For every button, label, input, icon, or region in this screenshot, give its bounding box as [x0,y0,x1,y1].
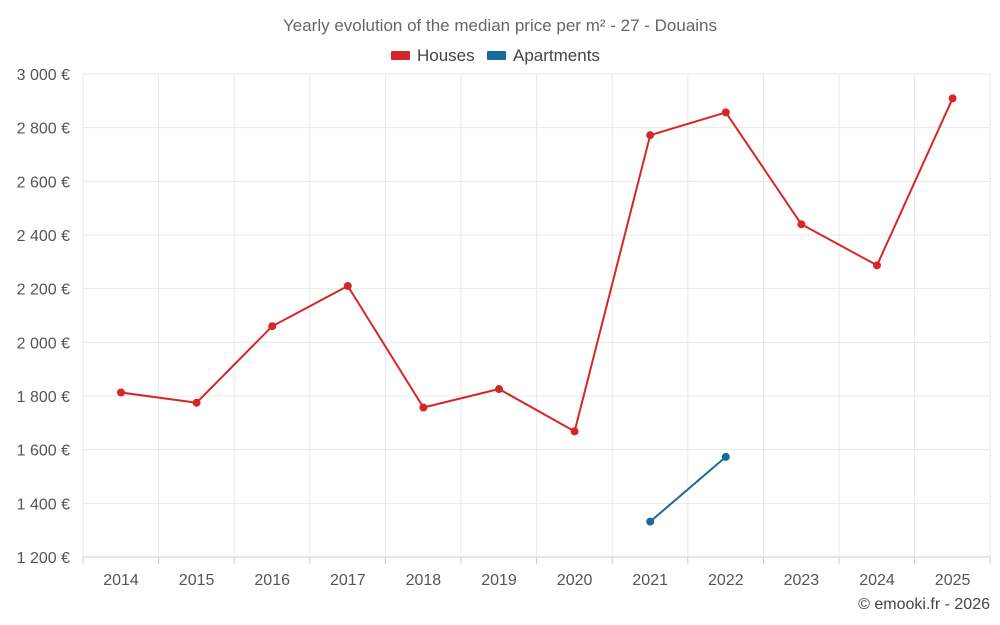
legend-swatch-apartments [487,51,506,60]
y-tick-label: 2 800 € [17,121,70,138]
data-point-houses-2018[interactable] [419,403,428,412]
y-tick-label: 1 200 € [17,550,70,567]
x-axis: 2014 2015 2016 2017 2018 2019 2020 2021 2022 2023… [82,557,991,589]
legend-swatch-houses [391,51,410,60]
legend-label-apartments: Apartments [513,46,600,65]
x-tick-label: 2017 [330,572,366,589]
y-tick-label: 3 000 € [17,67,70,84]
legend-label-houses: Houses [417,46,475,65]
legend-item-houses[interactable]: Houses [391,46,475,65]
data-point-houses-2015[interactable] [192,398,201,407]
y-axis: 1 200 € 1 400 € 1 600 € 1 800 € 2 000 € 2 200… [17,67,70,567]
x-tick-label: 2014 [103,572,139,589]
legend-item-apartments[interactable]: Apartments [487,46,600,65]
data-point-houses-2022[interactable] [721,108,730,117]
data-point-apartments-2021[interactable] [646,517,655,526]
series-line-apartments [649,456,727,523]
credit-text: © emooki.fr - 2026 [858,596,990,613]
data-point-houses-2020[interactable] [570,427,579,436]
x-tick-label: 2023 [784,572,820,589]
y-tick-label: 1 400 € [17,496,70,513]
y-tick-label: 1 600 € [17,443,70,460]
data-point-houses-2024[interactable] [873,261,881,270]
data-point-houses-2021[interactable] [646,131,655,140]
legend: Houses Apartments [391,46,600,65]
data-point-houses-2016[interactable] [268,322,277,331]
x-tick-label: 2024 [859,572,895,589]
series-lines [120,97,954,523]
x-tick-label: 2022 [708,572,744,589]
data-point-houses-2017[interactable] [343,281,352,290]
data-point-houses-2014[interactable] [117,388,125,397]
data-point-houses-2025[interactable] [948,94,957,103]
x-tick-label: 2021 [632,572,668,589]
chart-title: Yearly evolution of the median price per… [283,16,717,35]
x-tick-label: 2025 [935,572,971,589]
y-tick-label: 2 200 € [17,282,70,299]
series-line-houses [120,97,954,433]
x-tick-label: 2016 [254,572,290,589]
y-tick-label: 2 600 € [17,174,70,191]
y-tick-label: 2 400 € [17,228,70,245]
y-tick-label: 1 800 € [17,389,70,406]
x-tick-label: 2015 [179,572,215,589]
x-tick-label: 2019 [481,572,517,589]
y-tick-label: 2 000 € [17,335,70,352]
x-gridlines [82,74,991,557]
series-points [117,94,957,526]
x-tick-label: 2018 [406,572,442,589]
data-point-apartments-2022[interactable] [721,452,730,461]
data-point-houses-2019[interactable] [495,385,503,394]
x-tick-label: 2020 [557,572,593,589]
data-point-houses-2023[interactable] [797,220,806,229]
